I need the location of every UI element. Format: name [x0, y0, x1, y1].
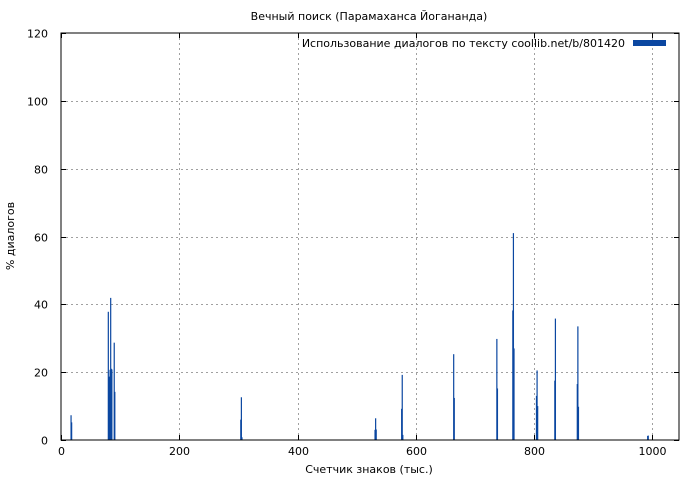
- data-bar: [240, 397, 242, 440]
- x-tick-label: 800: [524, 445, 545, 458]
- data-bars: [70, 233, 649, 440]
- data-bar: [401, 374, 403, 440]
- data-bar: [107, 311, 109, 440]
- axis-ticks: 0 20 40 60 80 100 120 0 200 400 600 800 1000: [27, 28, 679, 458]
- data-bar: [453, 397, 455, 440]
- y-tick-label: 80: [34, 164, 48, 177]
- data-bar: [536, 370, 538, 440]
- x-axis-label: Счетчик знаков (тыс.): [305, 463, 433, 476]
- data-bar: [375, 429, 377, 440]
- data-bar: [402, 434, 404, 440]
- legend: Использование диалогов по тексту coollib…: [302, 37, 666, 50]
- data-bar: [71, 422, 73, 440]
- legend-label: Использование диалогов по тексту coollib…: [302, 37, 625, 50]
- data-bar: [512, 233, 515, 440]
- data-bar: [513, 348, 515, 440]
- y-axis-label: % диалогов: [4, 202, 17, 270]
- y-tick-label: 60: [34, 232, 48, 245]
- y-tick-label: 40: [34, 299, 48, 312]
- data-bar: [537, 406, 539, 440]
- y-tick-label: 120: [27, 28, 48, 41]
- y-tick-label: 20: [34, 367, 48, 380]
- data-bar: [241, 437, 243, 440]
- x-tick-label: 600: [406, 445, 427, 458]
- x-tick-label: 0: [58, 445, 65, 458]
- legend-swatch: [633, 40, 666, 46]
- chart-title: Вечный поиск (Парамаханса Йогананда): [251, 10, 488, 23]
- data-bar: [113, 342, 115, 440]
- data-bar: [111, 369, 113, 440]
- x-tick-label: 200: [169, 445, 190, 458]
- y-tick-label: 0: [41, 435, 48, 448]
- data-bar: [647, 435, 649, 440]
- data-bar: [114, 391, 116, 440]
- y-tick-label: 100: [27, 96, 48, 109]
- x-tick-label: 1000: [639, 445, 667, 458]
- x-tick-label: 400: [288, 445, 309, 458]
- data-bar: [577, 326, 579, 440]
- data-bar: [577, 406, 580, 440]
- data-bar: [375, 418, 377, 440]
- grid: [61, 33, 679, 440]
- data-bar: [554, 318, 557, 440]
- plot-frame: [60, 32, 680, 441]
- data-bar: [453, 354, 455, 440]
- data-bar: [496, 388, 499, 440]
